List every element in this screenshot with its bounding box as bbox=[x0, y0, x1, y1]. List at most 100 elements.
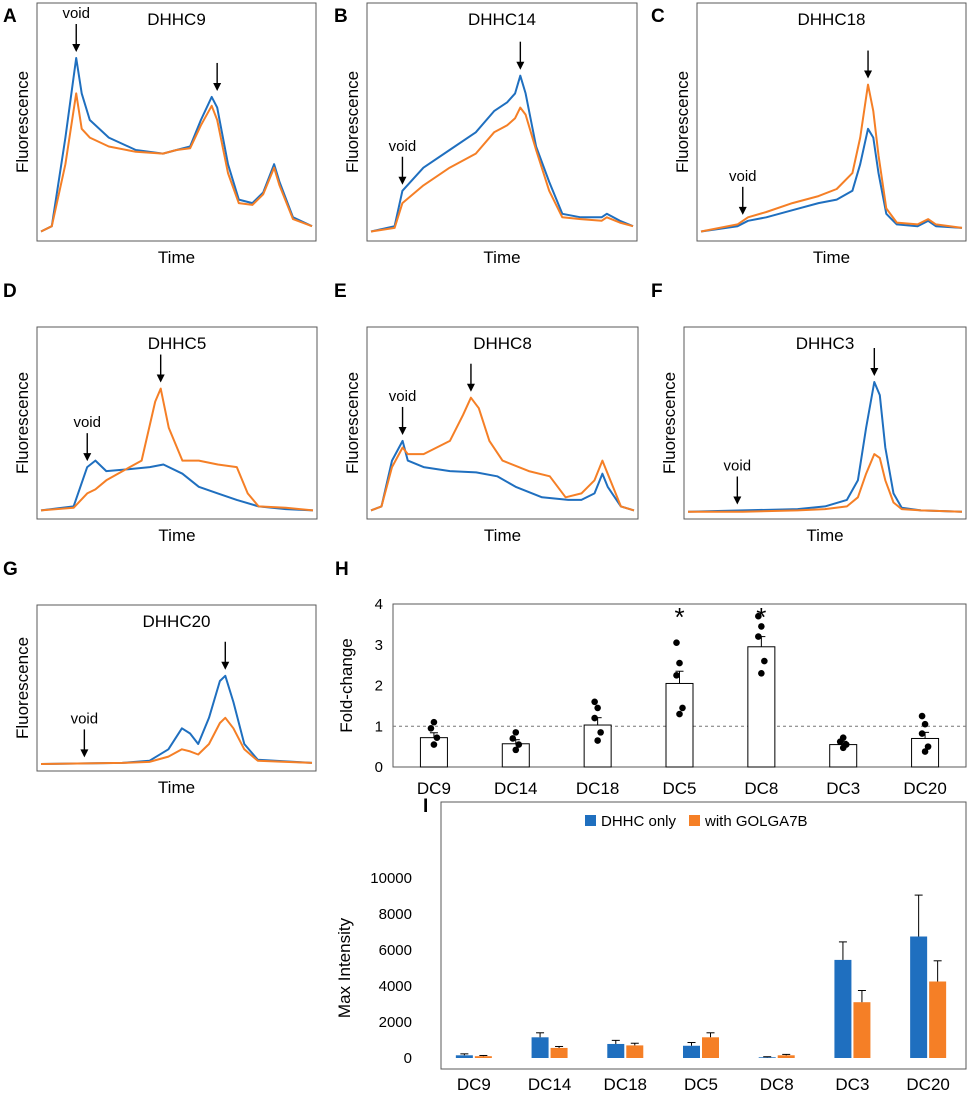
x-tick-label: DC5 bbox=[662, 779, 696, 798]
x-tick-label: DC5 bbox=[684, 1075, 718, 1094]
bar-dc14-dhhc-only bbox=[531, 1037, 549, 1058]
data-point bbox=[673, 672, 680, 679]
series-line-dhhc-only bbox=[687, 381, 963, 513]
significance-star: * bbox=[756, 602, 766, 632]
data-point bbox=[924, 743, 932, 750]
y-axis-label: Fluorescence bbox=[660, 372, 679, 474]
significance-star: * bbox=[674, 602, 684, 632]
x-tick-label: DC3 bbox=[826, 779, 860, 798]
x-axis-label: Time bbox=[806, 526, 843, 545]
panel-letter: E bbox=[334, 281, 347, 302]
x-tick-label: DC18 bbox=[604, 1075, 647, 1094]
x-tick-label: DC8 bbox=[760, 1075, 794, 1094]
peak-arrow-head bbox=[466, 383, 475, 392]
y-axis-label: Max Intensity bbox=[335, 917, 354, 1018]
peak-arrow-head bbox=[864, 70, 873, 79]
bar-dc18-with-golga7b bbox=[626, 1045, 644, 1058]
data-point bbox=[755, 612, 762, 620]
data-point bbox=[842, 741, 850, 748]
bar-dc14-with-golga7b bbox=[550, 1047, 568, 1058]
series-line-with-golga7b bbox=[40, 387, 314, 512]
panel-letter: B bbox=[334, 6, 348, 27]
panel-letter: D bbox=[3, 281, 17, 302]
data-point bbox=[433, 734, 441, 741]
data-point bbox=[427, 724, 435, 732]
y-axis-label: Fluorescence bbox=[13, 71, 32, 173]
series-line-with-golga7b bbox=[370, 106, 634, 233]
y-axis-label: Fluorescence bbox=[343, 71, 362, 173]
data-point bbox=[921, 720, 929, 728]
data-point bbox=[755, 633, 762, 640]
x-axis-label: Time bbox=[158, 248, 195, 267]
y-tick-label: 2 bbox=[375, 678, 383, 695]
x-tick-label: DC14 bbox=[494, 779, 537, 798]
bar-dc3-dhhc-only bbox=[834, 959, 852, 1058]
panel-C: C DHHC18 Time Fluorescence void bbox=[651, 2, 967, 267]
bar-dc5-dhhc-only bbox=[683, 1045, 700, 1058]
data-point bbox=[430, 741, 438, 748]
y-tick-label: 4000 bbox=[379, 978, 412, 995]
y-tick-label: 2000 bbox=[379, 1014, 412, 1031]
x-tick-label: DC8 bbox=[744, 779, 778, 798]
plot-frame bbox=[366, 326, 639, 520]
plot-frame bbox=[696, 2, 967, 242]
x-axis-label: Time bbox=[483, 248, 520, 267]
series-line-with-golga7b bbox=[700, 83, 963, 233]
x-tick-label: DC20 bbox=[906, 1075, 949, 1094]
legend: DHHC only with GOLGA7B bbox=[585, 813, 808, 830]
data-point bbox=[430, 718, 438, 726]
void-label: void bbox=[389, 138, 417, 155]
y-axis-label: Fluorescence bbox=[13, 637, 32, 739]
bar-dc8-with-golga7b bbox=[777, 1055, 795, 1058]
bar-dc5-with-golga7b bbox=[702, 1037, 719, 1058]
bar-dc8-dhhc-only bbox=[758, 1057, 776, 1058]
data-point bbox=[597, 729, 604, 736]
legend-label-dhhc-only: DHHC only bbox=[601, 813, 677, 830]
panel-letter: C bbox=[651, 6, 665, 27]
chart-title: DHHC20 bbox=[142, 612, 210, 631]
data-point bbox=[512, 729, 520, 736]
void-label: void bbox=[724, 458, 752, 475]
void-arrow-head bbox=[80, 749, 89, 758]
chart-title: DHHC3 bbox=[796, 334, 855, 353]
y-tick-label: 0 bbox=[375, 759, 383, 776]
data-point bbox=[676, 710, 683, 718]
void-label: void bbox=[71, 710, 99, 727]
data-point bbox=[512, 746, 520, 754]
data-point bbox=[515, 741, 523, 748]
y-tick-label: 6000 bbox=[379, 942, 412, 959]
peak-arrow-head bbox=[870, 368, 879, 376]
panel-F: F DHHC3 Time Fluorescence void bbox=[651, 281, 967, 545]
x-tick-label: DC9 bbox=[457, 1075, 491, 1094]
x-tick-label: DC20 bbox=[903, 779, 946, 798]
panel-letter: I bbox=[423, 796, 428, 817]
chart-title: DHHC5 bbox=[148, 334, 207, 353]
chart-title: DHHC18 bbox=[797, 10, 865, 29]
data-point bbox=[591, 698, 598, 706]
series-line-dhhc-only bbox=[700, 127, 963, 233]
panel-I: I 0 2000 4000 6000 8000 10000 Max Intensity DHHC… bbox=[335, 796, 967, 1094]
series-line-dhhc-only bbox=[370, 74, 634, 233]
series-line-dhhc-only bbox=[40, 459, 314, 512]
y-axis-label: Fluorescence bbox=[673, 71, 692, 173]
plot-frame bbox=[683, 326, 967, 520]
series-line-with-golga7b bbox=[40, 92, 313, 233]
x-tick-label: DC18 bbox=[576, 779, 619, 798]
data-point bbox=[509, 735, 517, 742]
panel-letter: H bbox=[335, 559, 349, 580]
panel-B: B DHHC14 Time Fluorescence void bbox=[334, 2, 638, 267]
x-axis-label: Time bbox=[484, 526, 521, 545]
y-tick-label: 0 bbox=[404, 1050, 412, 1067]
series-line-dhhc-only bbox=[40, 57, 313, 233]
x-axis-label: Time bbox=[158, 526, 195, 545]
chart-title: DHHC8 bbox=[473, 334, 532, 353]
plot-frame bbox=[36, 2, 317, 242]
series-line-with-golga7b bbox=[40, 716, 313, 765]
bar-dc18-dhhc-only bbox=[607, 1043, 625, 1058]
y-axis-label: Fluorescence bbox=[13, 372, 32, 474]
bar-dc20-with-golga7b bbox=[929, 981, 947, 1058]
void-label: void bbox=[62, 5, 90, 22]
y-tick-label: 3 bbox=[375, 637, 383, 654]
chart-title: DHHC9 bbox=[147, 10, 206, 29]
